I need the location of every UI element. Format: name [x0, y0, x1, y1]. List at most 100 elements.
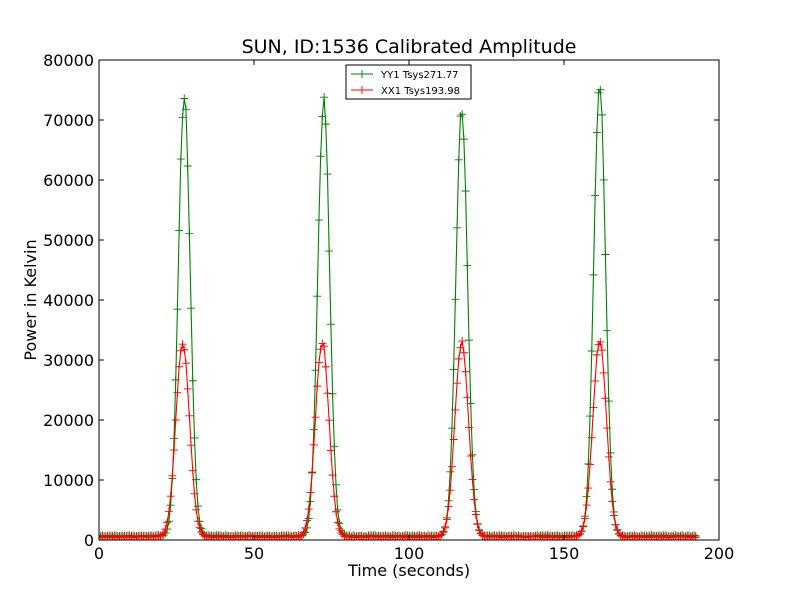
data-point: [176, 346, 185, 355]
data-point: [436, 531, 444, 540]
data-point: [164, 517, 173, 526]
chart-title: SUN, ID:1536 Calibrated Amplitude: [242, 36, 577, 58]
data-point: [604, 452, 613, 461]
data-point: [591, 376, 600, 385]
data-point: [572, 532, 581, 540]
data-point: [454, 354, 463, 363]
data-point: [175, 362, 184, 371]
data-point: [451, 405, 460, 414]
x-tick-label: 0: [94, 544, 104, 563]
data-point: [166, 501, 175, 510]
x-tick-label: 50: [244, 544, 264, 563]
data-point: [308, 468, 317, 477]
axes: 0 50 100 150 200 0 10000 20000 30000 40000 50000 60…: [43, 51, 734, 563]
data-point: [311, 413, 320, 422]
data-point: [464, 336, 473, 345]
data-point: [309, 440, 318, 449]
data-point: [545, 532, 554, 540]
data-point: [458, 337, 467, 346]
data-point: [468, 450, 477, 459]
data-point: [618, 531, 627, 540]
y-tick-label: 80000: [43, 51, 94, 70]
data-point: [200, 532, 209, 540]
legend: YY1 Tsys271.77 XX1 Tsys193.98: [345, 64, 472, 100]
data-point: [320, 342, 329, 351]
data-point: [325, 416, 334, 425]
data-point: [608, 497, 617, 506]
data-point: [263, 532, 272, 540]
data-point: [447, 462, 456, 471]
x-tick-label: 200: [704, 544, 735, 563]
data-point: [536, 532, 545, 540]
data-point: [446, 467, 455, 476]
data-point: [168, 471, 177, 480]
y-tick-label: 20000: [43, 411, 94, 430]
legend-label: YY1 Tsys271.77: [380, 70, 459, 81]
y-tick-label: 0: [84, 531, 94, 550]
series-0: [99, 85, 700, 540]
data-point: [592, 128, 601, 137]
data-point: [471, 510, 480, 519]
data-point: [591, 191, 600, 200]
data-point: [584, 484, 593, 493]
data-point: [337, 528, 346, 537]
data-point: [180, 345, 189, 354]
data-point: [444, 502, 453, 511]
data-point: [193, 502, 202, 511]
data-point: [601, 394, 610, 403]
data-point: [603, 424, 612, 433]
data-point: [301, 523, 310, 532]
data-point: [615, 529, 624, 538]
data-point: [188, 466, 197, 475]
data-point: [464, 423, 473, 432]
data-point: [606, 448, 615, 457]
data-point: [408, 532, 417, 540]
data-point: [446, 486, 455, 495]
data-point: [190, 433, 199, 442]
data-point: [330, 442, 339, 451]
x-tick-label: 150: [549, 544, 580, 563]
data-point: [613, 525, 622, 534]
data-point: [429, 533, 438, 540]
data-point: [195, 523, 204, 532]
data-point: [183, 384, 192, 393]
data-point: [309, 425, 318, 434]
data-point: [180, 94, 189, 103]
data-point: [130, 533, 139, 540]
x-axis-label: Time (seconds): [347, 561, 470, 580]
data-point: [343, 532, 352, 540]
data-point: [173, 305, 182, 314]
data-point: [314, 216, 323, 225]
data-point: [388, 533, 397, 540]
data-point: [599, 368, 608, 377]
data-point: [331, 507, 340, 516]
legend-label: XX1 Tsys193.98: [381, 86, 460, 97]
data-point: [209, 533, 218, 540]
data-point: [592, 350, 601, 359]
data-point: [470, 495, 479, 504]
data-point: [161, 525, 170, 534]
data-point: [328, 389, 337, 398]
data-point: [185, 229, 194, 238]
data-point: [596, 337, 605, 346]
data-point: [449, 365, 458, 374]
data-point: [292, 532, 301, 540]
data-point: [152, 532, 161, 540]
data-point: [318, 112, 327, 121]
series-line: [99, 340, 696, 539]
plot-area: [99, 85, 700, 540]
legend-box: [345, 64, 472, 100]
data-point: [589, 270, 598, 279]
data-point: [442, 515, 451, 524]
data-point: [320, 93, 329, 102]
data-point: [522, 533, 531, 540]
data-point: [188, 376, 197, 385]
data-point: [441, 522, 450, 531]
data-point: [599, 175, 608, 184]
data-point: [314, 358, 323, 367]
data-point: [597, 346, 606, 355]
data-point: [326, 446, 335, 455]
data-point: [463, 261, 472, 270]
data-point: [335, 524, 344, 533]
